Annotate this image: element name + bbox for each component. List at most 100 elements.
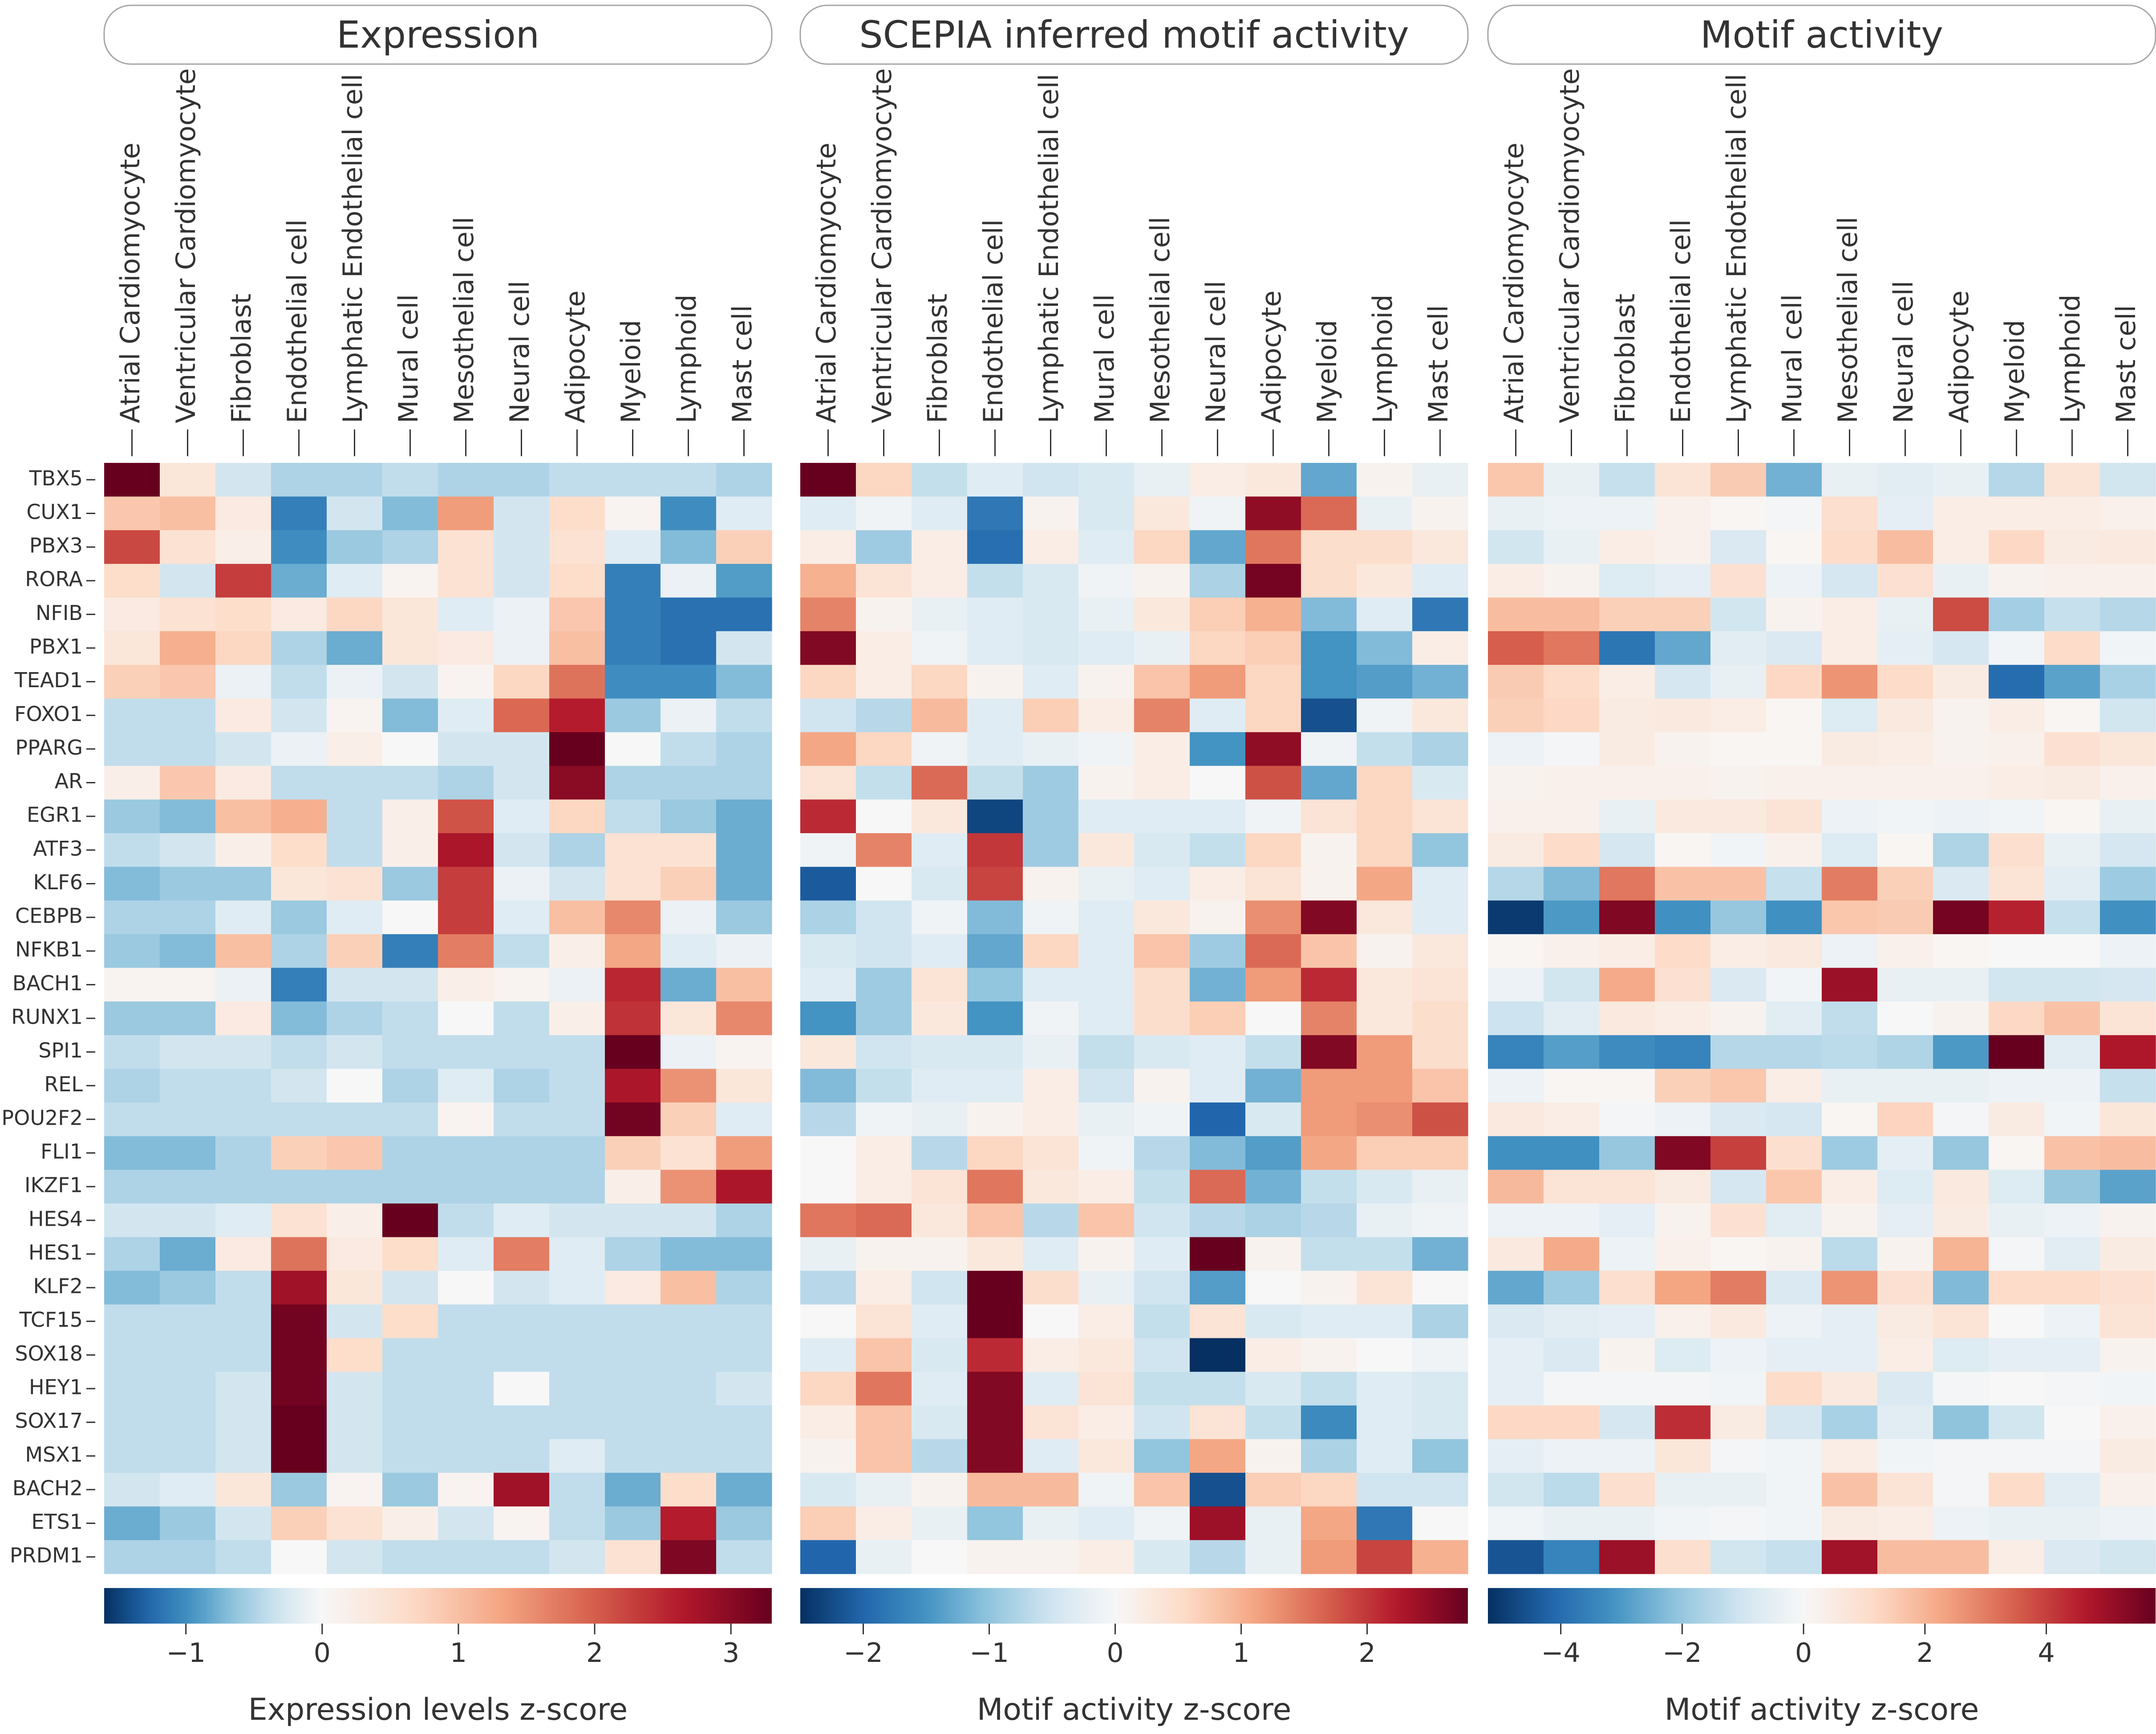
heatmap-cell [1023,563,1079,598]
column-label: Mast cell [2111,305,2142,423]
heatmap-cell [967,799,1023,834]
heatmap-cell [1822,799,1878,834]
heatmap-cell [382,934,438,968]
heatmap-cell [1134,1338,1190,1372]
heatmap-cell [549,732,605,766]
heatmap-cell [1488,766,1544,800]
heatmap-cell [382,1304,438,1339]
heatmap-cell [716,867,772,901]
heatmap-cell [661,1136,717,1170]
heatmap-cell [661,934,717,968]
heatmap-cell [1190,1170,1246,1204]
heatmap-cell [661,1304,717,1339]
heatmap-cell [912,900,968,935]
heatmap-cell [1822,563,1878,598]
heatmap-cell [1655,1271,1711,1305]
heatmap-cell [160,530,216,564]
heatmap-cell [1710,1170,1767,1204]
heatmap-cell [912,766,968,800]
heatmap-cell [1488,1304,1544,1339]
heatmap-cell [967,1170,1023,1204]
heatmap-cell [967,698,1023,733]
heatmap-cell [1989,496,2045,531]
heatmap-cell [1412,631,1468,665]
heatmap-cell [912,1237,968,1271]
heatmap-cell [1412,563,1468,598]
heatmap-cell [1655,563,1711,598]
heatmap-cell [271,1035,327,1070]
column-label: Mural cell [1089,294,1120,423]
heatmap-cell [661,867,717,901]
heatmap-cell [661,1473,717,1507]
heatmap-cell [1877,496,1933,531]
heatmap-cell [661,1203,717,1238]
heatmap-cell [1877,1506,1933,1540]
heatmap-cell [327,463,383,497]
heatmap-cell [215,867,272,901]
heatmap-cell [271,934,327,968]
heatmap-cell [1989,664,2045,699]
heatmap-cell [1245,1203,1301,1238]
heatmap-cell [104,631,160,665]
heatmap-cell [605,1405,661,1440]
heatmap-cell [1488,563,1544,598]
heatmap-cell [1989,934,2045,968]
heatmap-cell [327,1540,383,1574]
heatmap-cell [271,698,327,733]
heatmap-cell [1710,463,1767,497]
heatmap-cell [1134,563,1190,598]
heatmap-cell [327,766,383,800]
column-label: Myeloid [1312,320,1343,423]
heatmap-cell [1412,1506,1468,1540]
heatmap-cell [1412,1540,1468,1574]
heatmap-cell [494,900,550,935]
heatmap-cell [1412,1136,1468,1170]
heatmap-cell [160,1271,216,1305]
heatmap-cell [1710,934,1767,968]
heatmap-cell [2044,1136,2100,1170]
heatmap-cell [2100,1001,2156,1036]
heatmap-cell [1710,530,1767,564]
heatmap-cell [1710,597,1767,632]
heatmap-cell [716,766,772,800]
heatmap-cell [912,530,968,564]
heatmap-cell [1655,1001,1711,1036]
heatmap-cell [382,1540,438,1574]
heatmap-cell [1301,530,1357,564]
heatmap-cell [1245,664,1301,699]
heatmap-cell [438,1035,494,1070]
heatmap-cell [160,1405,216,1440]
heatmap-cell [438,463,494,497]
colorbar-tick-label: 4 [2038,1637,2055,1669]
heatmap-cell [605,934,661,968]
column-label: Endothelial cell [1666,219,1697,423]
heatmap-cell [1301,664,1357,699]
heatmap-cell [1245,1540,1301,1574]
heatmap-cell [1078,597,1135,632]
heatmap-cell [967,900,1023,935]
heatmap-cell [1655,1170,1711,1204]
heatmap-cell [1245,968,1301,1002]
heatmap-cell [1078,732,1135,766]
heatmap-cell [1989,530,2045,564]
heatmap-cell [1301,1540,1357,1574]
heatmap-cell [1933,1069,1989,1103]
heatmap-cell [1655,1540,1711,1574]
heatmap-cell [1245,1304,1301,1339]
colorbar [104,1588,772,1624]
heatmap-cell [1710,1136,1767,1170]
heatmap-cell [327,631,383,665]
heatmap-cell [2044,1405,2100,1440]
heatmap-cell [1989,1069,2045,1103]
heatmap-cell [1488,1405,1544,1440]
heatmap-cell [1822,867,1878,901]
heatmap-cell [1933,900,1989,935]
row-label-bach2: BACH2 [12,1476,83,1500]
heatmap-cell [1412,1237,1468,1271]
heatmap-cell [1544,732,1600,766]
colorbar-tick-label: 2 [1917,1637,1933,1669]
heatmap-cell [1710,1439,1767,1473]
heatmap-cell [1134,1001,1190,1036]
heatmap-cell [215,1372,272,1406]
heatmap-cell [327,664,383,699]
